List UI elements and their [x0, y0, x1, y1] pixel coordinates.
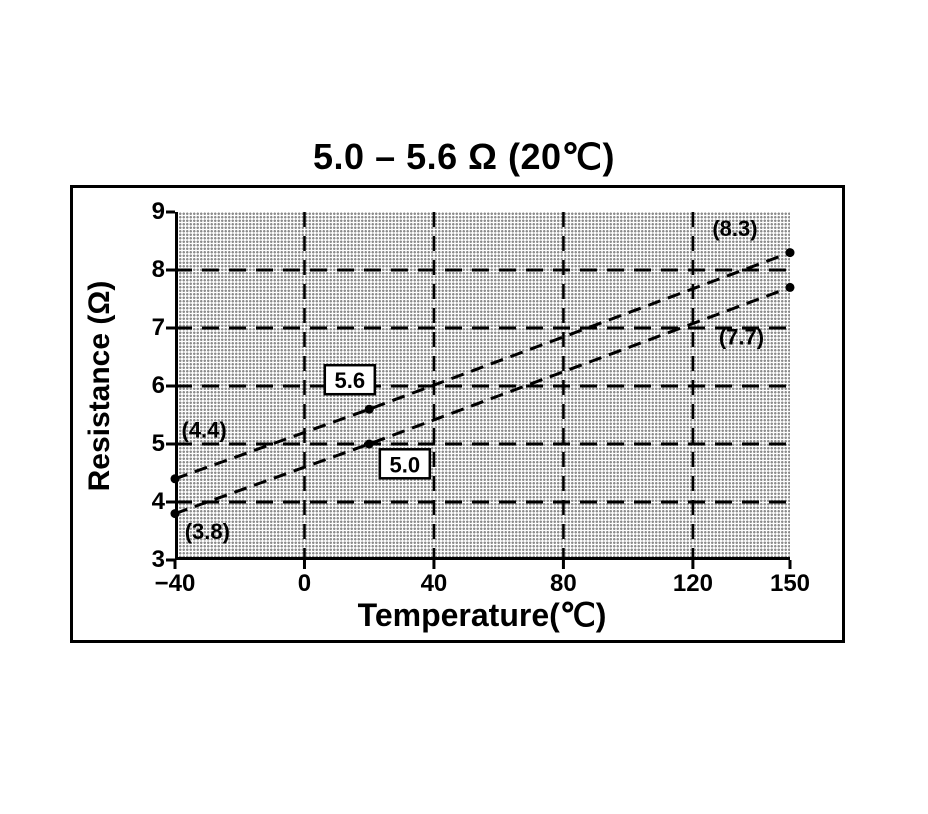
x-tick-label: 80 — [550, 570, 577, 597]
data-point-marker — [785, 248, 795, 258]
y-tick-label: 3 — [151, 546, 165, 573]
annotation-box — [378, 448, 432, 480]
data-line-lower-resistance-limit — [174, 285, 791, 516]
x-tick-label: 120 — [672, 570, 713, 597]
y-tick-label: 6 — [151, 372, 165, 399]
boxed-value-label: 5.6 — [334, 368, 365, 393]
y-tick-label: 4 — [151, 488, 165, 515]
y-tick-label: 8 — [151, 256, 165, 283]
data-point-marker — [364, 404, 374, 414]
x-tick-label: 40 — [420, 570, 448, 597]
data-line-upper-resistance-limit — [174, 251, 791, 481]
x-tick-label: −40 — [154, 570, 196, 597]
boxed-value-label: 5.0 — [390, 452, 421, 477]
point-value-label: (8.3) — [712, 216, 757, 241]
data-point-marker — [170, 474, 180, 484]
point-value-label: (4.4) — [182, 418, 227, 443]
y-tick-label: 9 — [151, 198, 165, 225]
y-tick-label: 5 — [151, 430, 165, 457]
x-axis-label: Temperature(℃) — [357, 597, 607, 633]
point-value-label: (3.8) — [185, 519, 230, 544]
x-tick-label: 150 — [769, 570, 811, 597]
annotation-box — [323, 363, 377, 396]
data-point-marker — [364, 439, 374, 449]
data-point-marker — [785, 282, 795, 292]
x-tick-label: 0 — [297, 570, 312, 597]
y-tick-label: 7 — [151, 314, 165, 341]
data-point-marker — [170, 509, 180, 519]
plot-svg: (8.3) (7.7) (4.4) (3.8) 5.6 5.0 — [166, 210, 795, 569]
chart-title: 5.0 – 5.6 Ω (20℃) — [313, 136, 615, 177]
point-value-label: (7.7) — [719, 325, 764, 350]
